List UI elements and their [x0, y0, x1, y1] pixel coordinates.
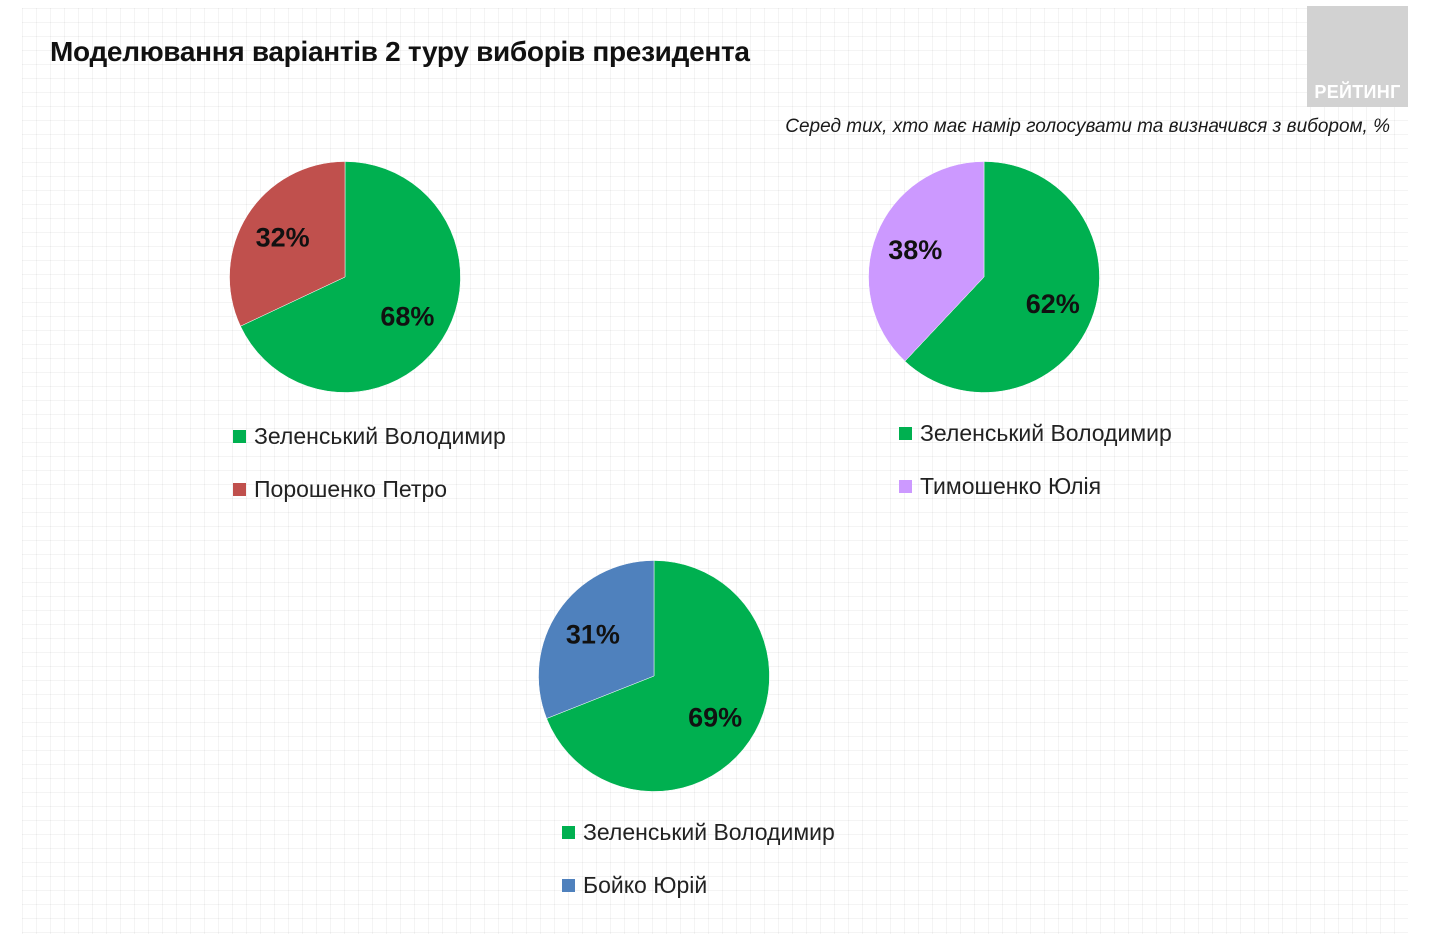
logo-text: РЕЙТИНГ: [1314, 82, 1401, 102]
slice-data-label: 62%: [1026, 289, 1080, 319]
legend-item: Порошенко Петро: [233, 474, 506, 504]
legend-label: Бойко Юрій: [583, 871, 708, 898]
slice-data-label: 69%: [688, 703, 742, 733]
legend-item: Тимошенко Юлія: [899, 471, 1172, 501]
rating-logo: РЕЙТИНГ: [1307, 6, 1408, 107]
grid-background: [22, 8, 1408, 934]
legend-label: Порошенко Петро: [254, 475, 448, 502]
pie-chart-zelensky-boyko: 69% 31%: [538, 560, 770, 792]
legend-swatch: [233, 482, 246, 496]
legend-swatch: [562, 825, 575, 839]
pie-chart-zelensky-tymoshenko: 62% 38%: [868, 161, 1100, 393]
pie-slice-1: [538, 560, 655, 719]
legend-zelensky-boyko: Зеленський Володимир Бойко Юрій: [562, 817, 835, 923]
legend-item: Зеленський Володимир: [899, 418, 1172, 448]
legend-label: Тимошенко Юлія: [920, 472, 1102, 499]
slice-data-label: 32%: [256, 222, 310, 252]
pie-slice-0: [546, 560, 770, 792]
legend-swatch: [899, 479, 912, 493]
legend-item: Зеленський Володимир: [233, 421, 506, 451]
page-title: Моделювання варіантів 2 туру виборів пре…: [50, 36, 750, 67]
legend-zelensky-poroshenko: Зеленський Володимир Порошенко Петро: [233, 421, 506, 527]
legend-item: Зеленський Володимир: [562, 817, 835, 847]
pie-slice-1: [868, 161, 985, 362]
legend-label: Зеленський Володимир: [254, 422, 506, 449]
legend-swatch: [562, 878, 575, 892]
pie-slice-0: [240, 161, 461, 393]
legend-label: Зеленський Володимир: [920, 419, 1172, 446]
slice-data-label: 38%: [888, 235, 942, 265]
pie-chart-zelensky-poroshenko: 68% 32%: [229, 161, 461, 393]
legend-swatch: [233, 429, 246, 443]
legend-item: Бойко Юрій: [562, 870, 835, 900]
chart-subtitle: Серед тих, хто має намір голосувати та в…: [785, 116, 1390, 137]
legend-zelensky-tymoshenko: Зеленський Володимир Тимошенко Юлія: [899, 418, 1172, 524]
slice-data-label: 68%: [380, 302, 434, 332]
pie-slice-1: [229, 161, 346, 327]
slice-data-label: 31%: [566, 619, 620, 649]
pie-slice-0: [904, 161, 1100, 393]
legend-swatch: [899, 426, 912, 440]
legend-label: Зеленський Володимир: [583, 818, 835, 845]
